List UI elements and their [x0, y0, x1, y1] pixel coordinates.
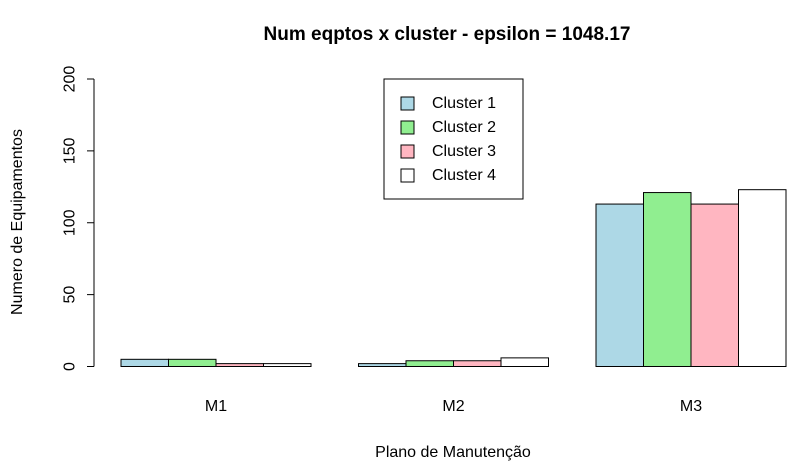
y-axis: 0 50 100 150 200	[62, 66, 95, 371]
y-tick-label: 200	[62, 66, 79, 93]
legend-swatch	[400, 96, 415, 111]
bar-m3-series-2	[643, 192, 692, 367]
legend: Cluster 1 Cluster 2 Cluster 3 Cluster 4	[383, 78, 524, 200]
bar-m2-series-4	[500, 357, 549, 367]
bar-m1-series-3	[215, 363, 264, 367]
bar-m1-series-2	[168, 358, 217, 367]
x-tick-label: M1	[205, 398, 227, 415]
x-tick-label: M3	[680, 398, 702, 415]
bars-group	[120, 189, 787, 367]
x-tick-labels: M1 M2 M3	[205, 398, 702, 415]
bar-m2-series-3	[453, 360, 502, 367]
y-axis-label: Numero de Equipamentos	[9, 129, 26, 315]
legend-label: Cluster 1	[432, 95, 496, 112]
legend-swatch	[400, 120, 415, 135]
y-tick-label: 100	[62, 209, 79, 236]
bar-m3-series-4	[738, 189, 787, 367]
bar-m3-series-1	[595, 203, 644, 367]
x-tick-label: M2	[442, 398, 464, 415]
bar-m1-series-4	[263, 363, 312, 367]
x-axis-label: Plano de Manutenção	[375, 444, 531, 461]
legend-swatch	[400, 144, 415, 159]
legend-label: Cluster 3	[432, 143, 496, 160]
legend-swatch	[400, 168, 415, 183]
bar-m2-series-1	[358, 363, 407, 367]
y-tick-label: 150	[62, 137, 79, 164]
bar-m2-series-2	[405, 360, 454, 367]
legend-label: Cluster 2	[432, 119, 496, 136]
y-tick-label: 0	[62, 362, 79, 371]
chart-title: Num eqptos x cluster - epsilon = 1048.17	[264, 24, 631, 45]
bar-m1-series-1	[120, 358, 169, 367]
y-tick-label: 50	[62, 286, 79, 304]
bar-m3-series-3	[690, 203, 739, 367]
legend-label: Cluster 4	[432, 167, 496, 184]
